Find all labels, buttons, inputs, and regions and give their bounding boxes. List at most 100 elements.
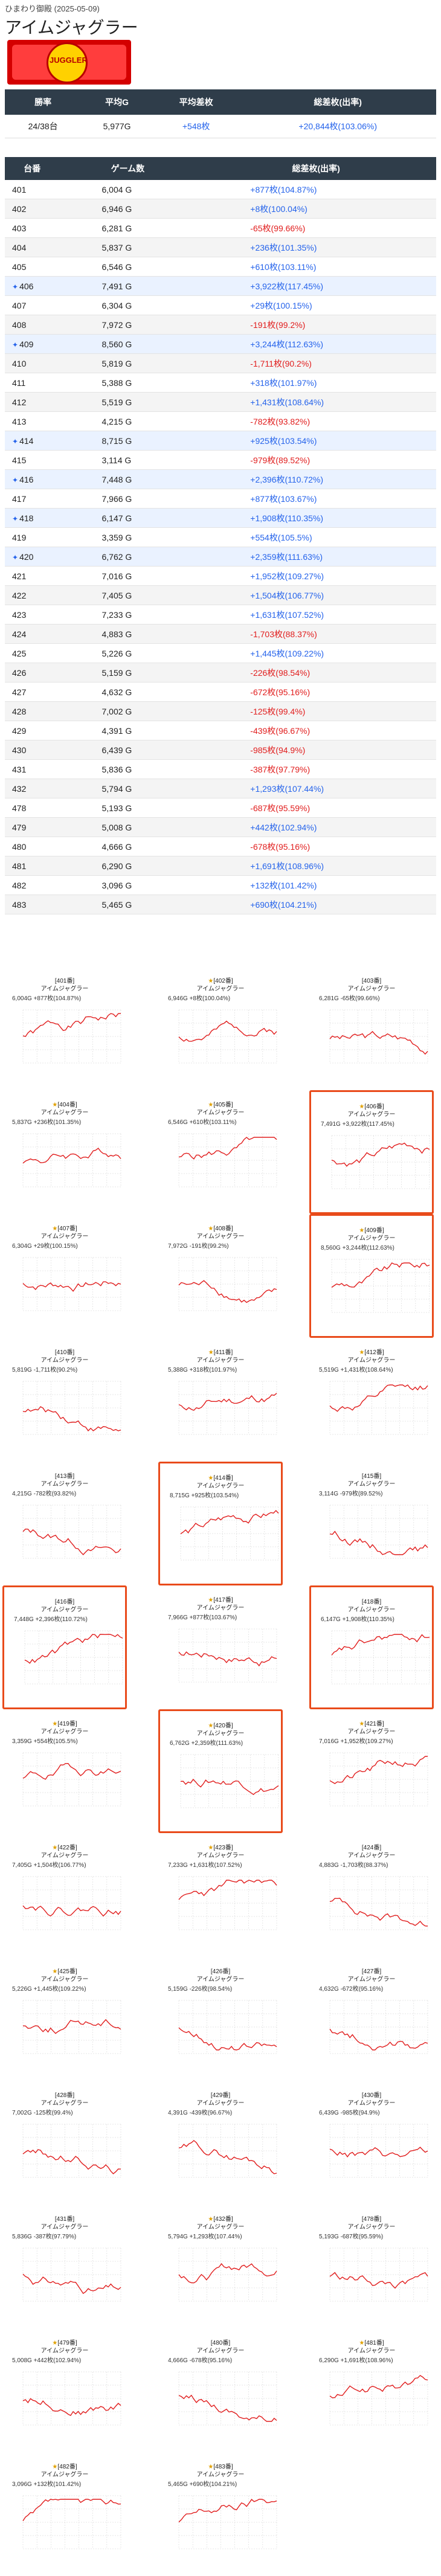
table-row[interactable]: 404 5,837 G +236枚(101.35%) (5, 237, 436, 257)
machine-no[interactable]: 483 (5, 895, 60, 914)
machine-chart-card[interactable]: [427番] アイムジャグラー 4,632G -672枚(95.16%) (309, 1957, 434, 2081)
machine-no[interactable]: 428 (5, 701, 60, 721)
table-row[interactable]: ✦ 418 6,147 G +1,908枚(110.35%) (5, 508, 436, 528)
table-row[interactable]: 401 6,004 G +877枚(104.87%) (5, 180, 436, 199)
machine-no[interactable]: 424 (5, 624, 60, 644)
table-row[interactable]: 479 5,008 G +442枚(102.94%) (5, 817, 436, 837)
machine-chart-card[interactable]: ★[402番] アイムジャグラー 6,946G +8枚(100.04%) (158, 966, 283, 1090)
machine-chart-card[interactable]: [426番] アイムジャグラー 5,159G -226枚(98.54%) (158, 1957, 283, 2081)
machine-no[interactable]: 415 (5, 450, 60, 470)
machine-chart-card[interactable]: [428番] アイムジャグラー 7,002G -125枚(99.4%) (2, 2081, 127, 2205)
table-row[interactable]: 413 4,215 G -782枚(93.82%) (5, 411, 436, 431)
machine-no[interactable]: ✦ 414 (5, 431, 60, 451)
table-row[interactable]: 482 3,096 G +132枚(101.42%) (5, 875, 436, 895)
machine-no[interactable]: ✦ 418 (5, 508, 60, 528)
table-row[interactable]: 417 7,966 G +877枚(103.67%) (5, 489, 436, 509)
machine-chart-card[interactable]: ★[405番] アイムジャグラー 6,546G +610枚(103.11%) (158, 1090, 283, 1214)
machine-no[interactable]: 425 (5, 643, 60, 663)
table-row[interactable]: 423 7,233 G +1,631枚(107.52%) (5, 605, 436, 625)
machine-chart-card[interactable]: [410番] アイムジャグラー 5,819G -1,711枚(90.2%) (2, 1338, 127, 1462)
machine-no[interactable]: 422 (5, 585, 60, 605)
machine-no[interactable]: 408 (5, 315, 60, 335)
table-row[interactable]: 429 4,391 G -439枚(96.67%) (5, 721, 436, 740)
machine-chart-card[interactable]: ★[411番] アイムジャグラー 5,388G +318枚(101.97%) (158, 1338, 283, 1462)
machine-no[interactable]: 430 (5, 740, 60, 760)
machine-chart-card[interactable]: [413番] アイムジャグラー 4,215G -782枚(93.82%) (2, 1462, 127, 1585)
table-row[interactable]: 419 3,359 G +554枚(105.5%) (5, 527, 436, 547)
machine-chart-card[interactable]: ★[419番] アイムジャグラー 3,359G +554枚(105.5%) (2, 1709, 127, 1833)
machine-chart-card[interactable]: ★[482番] アイムジャグラー 3,096G +132枚(101.42%) (2, 2452, 127, 2576)
table-row[interactable]: 424 4,883 G -1,703枚(88.37%) (5, 624, 436, 644)
machine-no[interactable]: 426 (5, 663, 60, 683)
machine-no[interactable]: 481 (5, 856, 60, 876)
machine-no[interactable]: 404 (5, 237, 60, 257)
table-row[interactable]: 480 4,666 G -678枚(95.16%) (5, 837, 436, 856)
machine-chart-card[interactable]: [478番] アイムジャグラー 5,193G -687枚(95.59%) (309, 2205, 434, 2328)
machine-chart-card[interactable]: ★[479番] アイムジャグラー 5,008G +442枚(102.94%) (2, 2328, 127, 2452)
table-row[interactable]: 425 5,226 G +1,445枚(109.22%) (5, 643, 436, 663)
machine-chart-card[interactable]: ★[425番] アイムジャグラー 5,226G +1,445枚(109.22%) (2, 1957, 127, 2081)
table-row[interactable]: 432 5,794 G +1,293枚(107.44%) (5, 779, 436, 798)
machine-no[interactable]: 419 (5, 527, 60, 547)
table-row[interactable]: 412 5,519 G +1,431枚(108.64%) (5, 392, 436, 412)
table-row[interactable]: 431 5,836 G -387枚(97.79%) (5, 759, 436, 779)
machine-no[interactable]: 478 (5, 798, 60, 818)
machine-chart-card[interactable]: ★[423番] アイムジャグラー 7,233G +1,631枚(107.52%) (158, 1833, 283, 1957)
table-row[interactable]: 427 4,632 G -672枚(95.16%) (5, 682, 436, 702)
machine-chart-card[interactable]: [401番] アイムジャグラー 6,004G +877枚(104.87%) (2, 966, 127, 1090)
machine-chart-card[interactable]: ★[432番] アイムジャグラー 5,794G +1,293枚(107.44%) (158, 2205, 283, 2328)
machine-chart-card[interactable]: ★[481番] アイムジャグラー 6,290G +1,691枚(108.96%) (309, 2328, 434, 2452)
machine-chart-card[interactable]: ★[409番] アイムジャグラー 8,560G +3,244枚(112.63%) (309, 1214, 434, 1338)
table-row[interactable]: 422 7,405 G +1,504枚(106.77%) (5, 585, 436, 605)
machine-no[interactable]: ✦ 416 (5, 469, 60, 489)
table-row[interactable]: 481 6,290 G +1,691枚(108.96%) (5, 856, 436, 876)
machine-chart-card[interactable]: ★[407番] アイムジャグラー 6,304G +29枚(100.15%) (2, 1214, 127, 1338)
machine-chart-card[interactable]: ★[417番] アイムジャグラー 7,966G +877枚(103.67%) (158, 1585, 283, 1709)
machine-no[interactable]: 431 (5, 759, 60, 779)
machine-chart-card[interactable]: [429番] アイムジャグラー 4,391G -439枚(96.67%) (158, 2081, 283, 2205)
table-row[interactable]: 421 7,016 G +1,952枚(109.27%) (5, 566, 436, 586)
machine-no[interactable]: 402 (5, 199, 60, 219)
table-row[interactable]: 411 5,388 G +318枚(101.97%) (5, 373, 436, 393)
machine-chart-card[interactable]: ★[420番] アイムジャグラー 6,762G +2,359枚(111.63%) (158, 1709, 283, 1833)
machine-chart-card[interactable]: ★[483番] アイムジャグラー 5,465G +690枚(104.21%) (158, 2452, 283, 2576)
machine-no[interactable]: ✦ 406 (5, 276, 60, 296)
machine-no[interactable]: 401 (5, 180, 60, 199)
table-row[interactable]: 478 5,193 G -687枚(95.59%) (5, 798, 436, 818)
machine-chart-card[interactable]: [415番] アイムジャグラー 3,114G -979枚(89.52%) (309, 1462, 434, 1585)
machine-chart-card[interactable]: ★[414番] アイムジャグラー 8,715G +925枚(103.54%) (158, 1462, 283, 1585)
table-row[interactable]: 483 5,465 G +690枚(104.21%) (5, 895, 436, 914)
machine-no[interactable]: ✦ 420 (5, 547, 60, 567)
machine-chart-card[interactable]: ★[404番] アイムジャグラー 5,837G +236枚(101.35%) (2, 1090, 127, 1214)
table-row[interactable]: 408 7,972 G -191枚(99.2%) (5, 315, 436, 335)
machine-no[interactable]: 480 (5, 837, 60, 856)
machine-chart-card[interactable]: [424番] アイムジャグラー 4,883G -1,703枚(88.37%) (309, 1833, 434, 1957)
machine-no[interactable]: 410 (5, 353, 60, 373)
machine-chart-card[interactable]: [403番] アイムジャグラー 6,281G -65枚(99.66%) (309, 966, 434, 1090)
table-row[interactable]: ✦ 416 7,448 G +2,396枚(110.72%) (5, 469, 436, 489)
machine-chart-card[interactable]: ★[408番] アイムジャグラー 7,972G -191枚(99.2%) (158, 1214, 283, 1338)
table-row[interactable]: ✦ 406 7,491 G +3,922枚(117.45%) (5, 276, 436, 296)
machine-chart-card[interactable]: ★[406番] アイムジャグラー 7,491G +3,922枚(117.45%) (309, 1090, 434, 1214)
machine-no[interactable]: 421 (5, 566, 60, 586)
table-row[interactable]: 426 5,159 G -226枚(98.54%) (5, 663, 436, 683)
table-row[interactable]: 410 5,819 G -1,711枚(90.2%) (5, 353, 436, 373)
machine-no[interactable]: 413 (5, 411, 60, 431)
machine-no[interactable]: 405 (5, 257, 60, 277)
machine-no[interactable]: 432 (5, 779, 60, 798)
machine-chart-card[interactable]: [430番] アイムジャグラー 6,439G -985枚(94.9%) (309, 2081, 434, 2205)
table-row[interactable]: 405 6,546 G +610枚(103.11%) (5, 257, 436, 277)
machine-no[interactable]: 429 (5, 721, 60, 740)
table-row[interactable]: 407 6,304 G +29枚(100.15%) (5, 295, 436, 315)
machine-chart-card[interactable]: [480番] アイムジャグラー 4,666G -678枚(95.16%) (158, 2328, 283, 2452)
machine-no[interactable]: ✦ 409 (5, 334, 60, 354)
machine-no[interactable]: 407 (5, 295, 60, 315)
table-row[interactable]: ✦ 409 8,560 G +3,244枚(112.63%) (5, 334, 436, 354)
machine-no[interactable]: 412 (5, 392, 60, 412)
machine-no[interactable]: 479 (5, 817, 60, 837)
table-row[interactable]: 415 3,114 G -979枚(89.52%) (5, 450, 436, 470)
table-row[interactable]: 428 7,002 G -125枚(99.4%) (5, 701, 436, 721)
machine-chart-card[interactable]: [416番] アイムジャグラー 7,448G +2,396枚(110.72%) (2, 1585, 127, 1709)
table-row[interactable]: ✦ 420 6,762 G +2,359枚(111.63%) (5, 547, 436, 567)
machine-no[interactable]: 417 (5, 489, 60, 509)
